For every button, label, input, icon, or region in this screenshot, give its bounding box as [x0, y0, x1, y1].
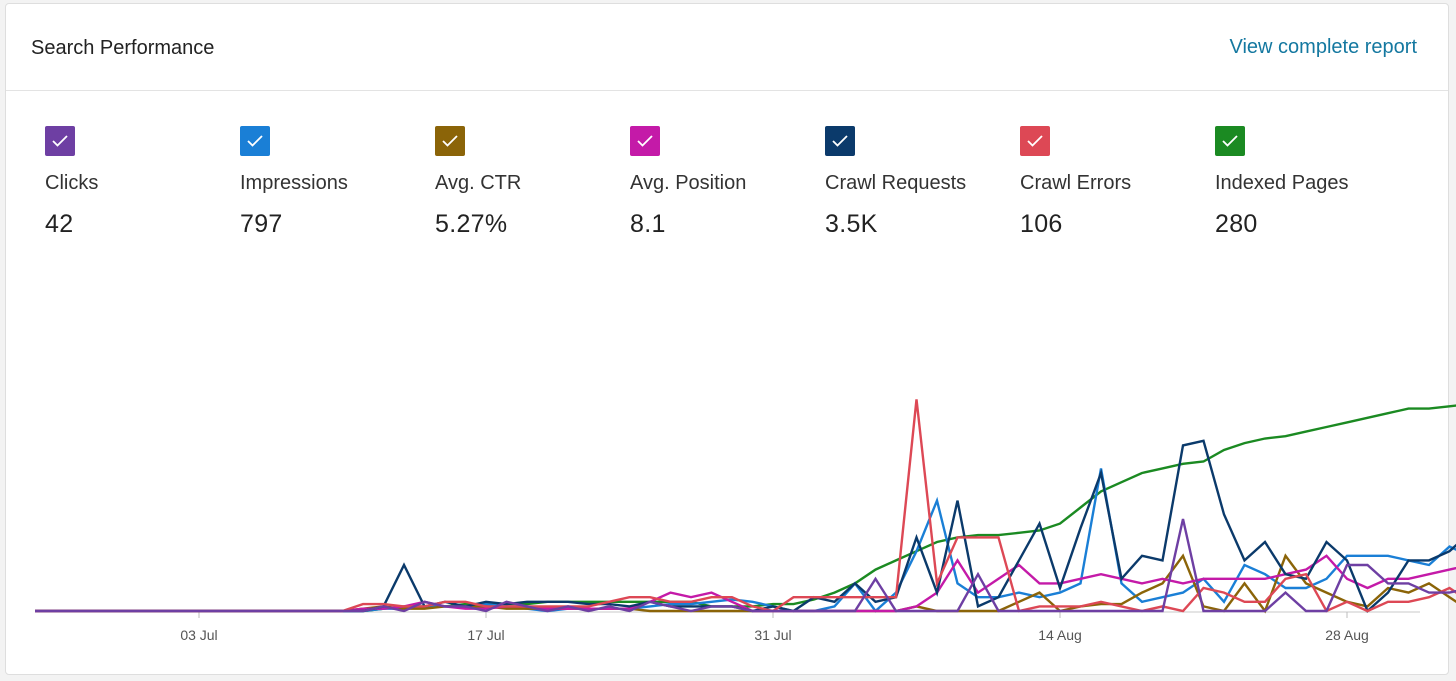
metric-value: 280 [1215, 210, 1258, 238]
checkmark-icon [637, 135, 653, 147]
metric-value: 106 [1020, 210, 1063, 238]
checkmark-icon [832, 135, 848, 147]
metric-indexed-pages: Indexed Pages 280 [1215, 126, 1395, 238]
x-tick-label: 14 Aug [1038, 627, 1082, 643]
metric-clicks: Clicks 42 [45, 126, 225, 238]
x-tick-label: 31 Jul [754, 627, 791, 643]
metric-checkbox[interactable] [825, 126, 855, 156]
metric-value: 797 [240, 210, 283, 238]
checkmark-icon [52, 135, 68, 147]
metric-checkbox[interactable] [1020, 126, 1050, 156]
card-header: Search Performance View complete report [6, 4, 1448, 91]
metric-checkbox[interactable] [630, 126, 660, 156]
x-tick-label: 17 Jul [467, 627, 504, 643]
metric-impressions: Impressions 797 [240, 126, 420, 238]
series-line-4 [35, 439, 1456, 614]
metric-label: Indexed Pages [1215, 172, 1349, 194]
metric-label: Impressions [240, 172, 348, 194]
x-tick-label: 03 Jul [180, 627, 217, 643]
metric-value: 42 [45, 210, 74, 238]
metric-checkbox[interactable] [1215, 126, 1245, 156]
metric-avg-position: Avg. Position 8.1 [630, 126, 810, 238]
metric-checkbox[interactable] [435, 126, 465, 156]
series-line-6 [35, 518, 1456, 613]
metric-label: Clicks [45, 172, 99, 194]
checkmark-icon [442, 135, 458, 147]
checkmark-icon [1222, 135, 1238, 147]
search-performance-card: Search Performance View complete report [5, 3, 1449, 675]
metric-value: 3.5K [825, 210, 878, 238]
metric-label: Avg. CTR [435, 172, 522, 194]
metric-value: 8.1 [630, 210, 666, 238]
metric-label: Crawl Requests [825, 172, 967, 194]
metric-checkbox[interactable] [45, 126, 75, 156]
metric-label: Avg. Position [630, 172, 747, 194]
series-line-0 [35, 404, 1456, 613]
metric-checkbox[interactable] [240, 126, 270, 156]
x-tick-label: 28 Aug [1325, 627, 1369, 643]
metric-crawl-errors: Crawl Errors 106 [1020, 126, 1200, 238]
metric-value: 5.27% [435, 210, 508, 238]
card-title: Search Performance [31, 37, 215, 59]
metric-crawl-requests: Crawl Requests 3.5K [825, 126, 1005, 238]
metric-avg-ctr: Avg. CTR 5.27% [435, 126, 615, 238]
metric-label: Crawl Errors [1020, 172, 1132, 194]
checkmark-icon [1027, 135, 1043, 147]
checkmark-icon [247, 135, 263, 147]
view-complete-report-link[interactable]: View complete report [1229, 36, 1418, 58]
